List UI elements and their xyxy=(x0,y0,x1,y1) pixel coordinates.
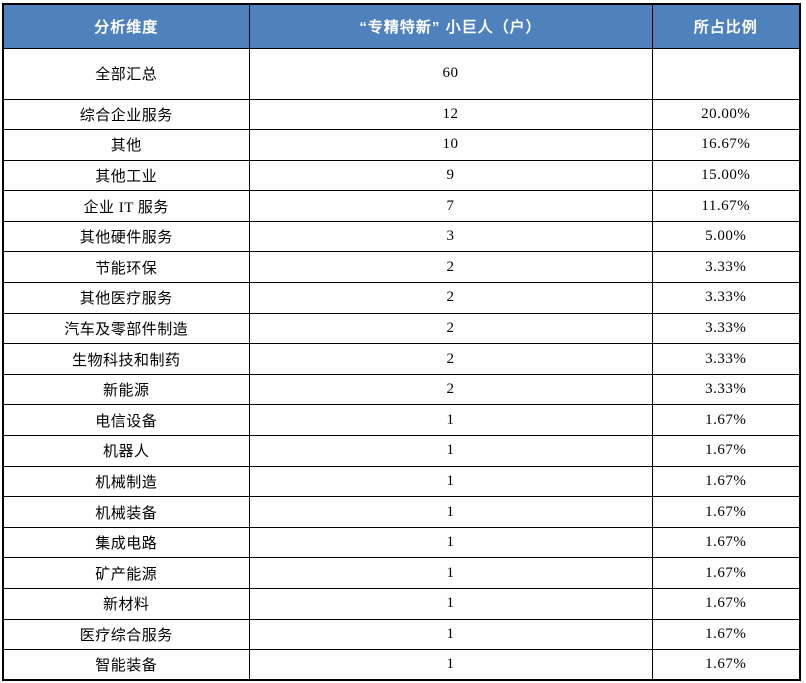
count-cell: 1 xyxy=(248,588,653,620)
percent-cell: 1.67% xyxy=(651,465,801,498)
dimension-cell: 电信设备 xyxy=(2,404,250,437)
header-analysis-dimension: 分析维度 xyxy=(2,3,250,49)
percent-cell: 3.33% xyxy=(651,312,801,345)
dimension-cell: 节能环保 xyxy=(2,251,250,284)
dimension-cell: 生物科技和制药 xyxy=(2,343,250,375)
table-row: 机械装备 1 1.67% xyxy=(2,496,801,528)
percent-cell: 3.33% xyxy=(651,373,801,406)
percent-cell: 1.67% xyxy=(651,557,801,589)
percent-cell: 11.67% xyxy=(651,190,801,222)
percent-cell: 1.67% xyxy=(651,496,801,528)
count-cell: 9 xyxy=(248,159,653,192)
dimension-cell: 其他 xyxy=(2,129,250,161)
percent-cell: 1.67% xyxy=(651,435,801,467)
dimension-cell: 其他硬件服务 xyxy=(2,220,250,253)
table-row: 汽车及零部件制造 2 3.33% xyxy=(2,312,801,345)
table-row: 其他 10 16.67% xyxy=(2,129,801,161)
count-cell: 2 xyxy=(248,282,653,314)
dimension-cell: 机器人 xyxy=(2,435,250,467)
count-cell: 1 xyxy=(248,526,653,559)
table-header-row: 分析维度 “专精特新” 小巨人（户） 所占比例 xyxy=(2,3,801,49)
data-table: 分析维度 “专精特新” 小巨人（户） 所占比例 全部汇总 60 综合企业服务 12 20… xyxy=(2,3,801,682)
percent-cell: 5.00% xyxy=(651,220,801,253)
percent-cell: 3.33% xyxy=(651,282,801,314)
table-row: 智能装备 1 1.67% xyxy=(2,649,801,681)
percent-cell: 3.33% xyxy=(651,251,801,284)
count-cell: 1 xyxy=(248,465,653,498)
table-row: 企业 IT 服务 7 11.67% xyxy=(2,190,801,222)
count-cell: 3 xyxy=(248,220,653,253)
table-row: 机器人 1 1.67% xyxy=(2,435,801,467)
table-row: 集成电路 1 1.67% xyxy=(2,526,801,559)
summary-row: 全部汇总 60 xyxy=(2,47,801,100)
header-little-giant-count: “专精特新” 小巨人（户） xyxy=(248,3,653,49)
dimension-cell: 智能装备 xyxy=(2,649,250,681)
dimension-cell: 其他医疗服务 xyxy=(2,282,250,314)
dimension-cell: 全部汇总 xyxy=(2,47,250,100)
count-cell: 2 xyxy=(248,251,653,284)
table-row: 其他硬件服务 3 5.00% xyxy=(2,220,801,253)
table-row: 综合企业服务 12 20.00% xyxy=(2,98,801,131)
count-cell: 10 xyxy=(248,129,653,161)
count-cell: 1 xyxy=(248,404,653,437)
percent-cell: 1.67% xyxy=(651,526,801,559)
table-row: 新材料 1 1.67% xyxy=(2,588,801,620)
percent-cell: 15.00% xyxy=(651,159,801,192)
dimension-cell: 新能源 xyxy=(2,373,250,406)
count-cell: 2 xyxy=(248,373,653,406)
table-row: 电信设备 1 1.67% xyxy=(2,404,801,437)
dimension-cell: 机械制造 xyxy=(2,465,250,498)
dimension-cell: 汽车及零部件制造 xyxy=(2,312,250,345)
count-cell: 2 xyxy=(248,343,653,375)
dimension-cell: 医疗综合服务 xyxy=(2,618,250,651)
dimension-cell: 机械装备 xyxy=(2,496,250,528)
dimension-cell: 综合企业服务 xyxy=(2,98,250,131)
percent-cell: 1.67% xyxy=(651,404,801,437)
little-giant-distribution-table: 分析维度 “专精特新” 小巨人（户） 所占比例 全部汇总 60 综合企业服务 12 20… xyxy=(2,3,801,682)
dimension-cell: 集成电路 xyxy=(2,526,250,559)
dimension-cell: 矿产能源 xyxy=(2,557,250,589)
count-cell: 1 xyxy=(248,649,653,681)
count-cell: 1 xyxy=(248,618,653,651)
table-row: 其他医疗服务 2 3.33% xyxy=(2,282,801,314)
percent-cell: 20.00% xyxy=(651,98,801,131)
table-row: 节能环保 2 3.33% xyxy=(2,251,801,284)
percent-cell xyxy=(651,47,801,100)
count-cell: 2 xyxy=(248,312,653,345)
percent-cell: 3.33% xyxy=(651,343,801,375)
percent-cell: 1.67% xyxy=(651,588,801,620)
percent-cell: 1.67% xyxy=(651,618,801,651)
dimension-cell: 其他工业 xyxy=(2,159,250,192)
table-row: 新能源 2 3.33% xyxy=(2,373,801,406)
count-cell: 12 xyxy=(248,98,653,131)
count-cell: 7 xyxy=(248,190,653,222)
table-row: 机械制造 1 1.67% xyxy=(2,465,801,498)
count-cell: 1 xyxy=(248,435,653,467)
count-cell: 1 xyxy=(248,557,653,589)
count-cell: 1 xyxy=(248,496,653,528)
header-percentage: 所占比例 xyxy=(651,3,801,49)
table-row: 其他工业 9 15.00% xyxy=(2,159,801,192)
percent-cell: 1.67% xyxy=(651,649,801,681)
count-cell: 60 xyxy=(248,47,653,100)
table-row: 生物科技和制药 2 3.33% xyxy=(2,343,801,375)
table-row: 矿产能源 1 1.67% xyxy=(2,557,801,589)
dimension-cell: 新材料 xyxy=(2,588,250,620)
percent-cell: 16.67% xyxy=(651,129,801,161)
dimension-cell: 企业 IT 服务 xyxy=(2,190,250,222)
table-row: 医疗综合服务 1 1.67% xyxy=(2,618,801,651)
